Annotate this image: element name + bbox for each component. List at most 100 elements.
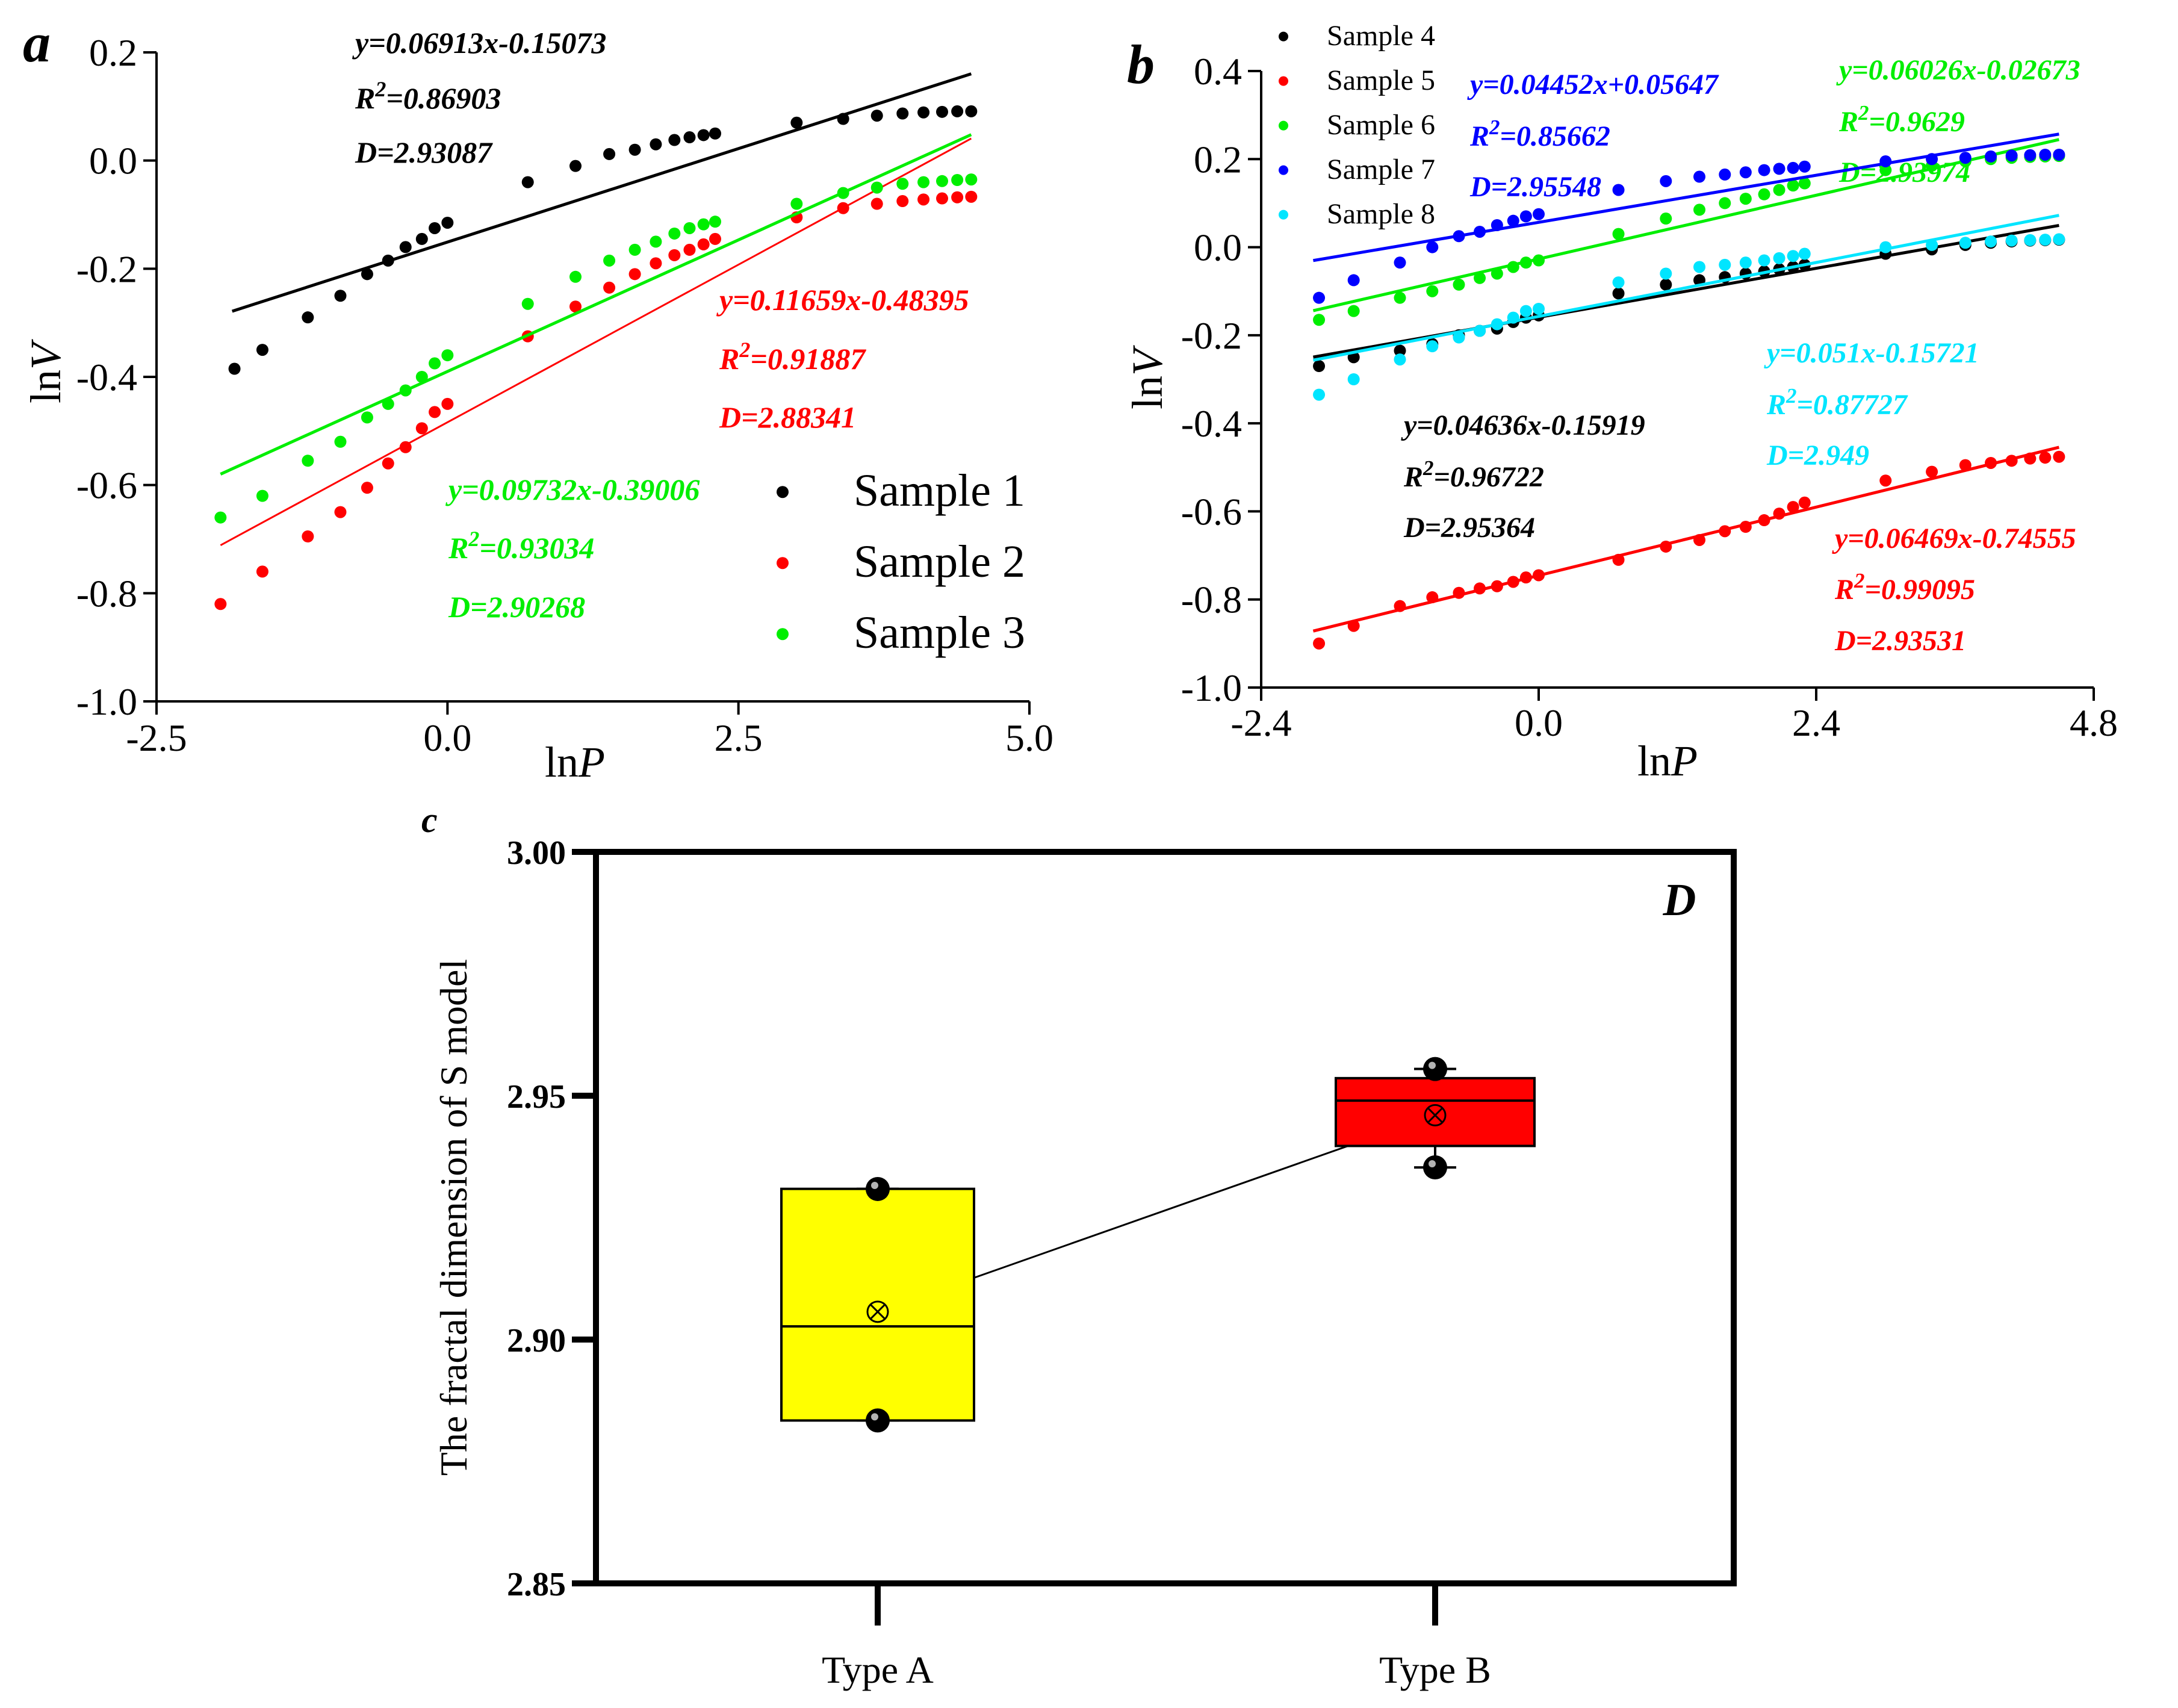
- b-series-3-point: [1426, 285, 1439, 297]
- b-series-2-point: [2005, 455, 2018, 467]
- a-series-2-point: [429, 406, 441, 418]
- b-series-4-point: [1798, 160, 1811, 173]
- a-series-3-point: [302, 455, 314, 467]
- b-series-5-point: [1985, 235, 1997, 248]
- b-series-3-point: [1612, 228, 1625, 240]
- a-series-2-point: [917, 193, 930, 206]
- b-series-3-point: [1313, 314, 1326, 326]
- b-series-2-point: [1507, 576, 1519, 588]
- b-series-2-point: [2053, 450, 2065, 463]
- c-y-axis-label: The fractal dimension of S model: [432, 959, 475, 1476]
- b-legend-marker-1: [1279, 31, 1288, 42]
- b-y-axis-label: lnV: [1123, 345, 1171, 409]
- b-series-5-point: [1453, 331, 1465, 344]
- panel-letter-b: b: [1127, 34, 1155, 95]
- a-series-2-point: [951, 191, 964, 203]
- b-y-tick-label: -0.2: [1181, 314, 1242, 357]
- b-series-4-point: [1453, 230, 1465, 243]
- a-series-1-point: [965, 105, 978, 117]
- b-r2-5: R2=0.87727: [1766, 384, 1908, 421]
- a-series-1-point: [650, 138, 662, 151]
- b-series-2-point: [1959, 459, 1972, 471]
- b-series-2-point: [1693, 533, 1705, 546]
- a-series-1-point: [569, 160, 582, 172]
- panel-a-scatter: -1.0 -0.8 -0.6 -0.4 -0.2 0.0 0.2 -2.5 0.0 2.5 5.0 l…: [22, 26, 1053, 786]
- a-y-tick-label: -0.8: [76, 572, 137, 615]
- b-series-5-point: [2053, 233, 2065, 246]
- b-series-3-point: [1693, 203, 1705, 216]
- a-y-tick-label: -0.6: [76, 464, 137, 507]
- b-series-3-point: [1474, 272, 1486, 284]
- b-series-2-point: [1719, 525, 1731, 538]
- b-y-tick-label: -1.0: [1181, 666, 1242, 709]
- b-series-5-point: [1693, 261, 1705, 273]
- a-series-1-point: [870, 110, 883, 122]
- b-series-2-point: [1394, 600, 1406, 612]
- c-plot-frame: [593, 849, 1737, 1586]
- a-fit-line-1: [231, 72, 972, 313]
- a-series-2-point: [697, 238, 710, 250]
- a-series-3-point: [415, 371, 428, 383]
- a-series-1-point: [628, 143, 641, 156]
- a-series-2-point: [837, 202, 849, 214]
- b-y-tick-label: -0.4: [1181, 402, 1242, 445]
- a-y-tick-label: -0.4: [76, 356, 137, 399]
- b-series-3-point: [1787, 179, 1799, 192]
- c-data-point-highlight: [871, 1181, 878, 1189]
- a-series-2-point: [683, 243, 696, 256]
- b-y-tick-label: -0.8: [1181, 579, 1242, 621]
- c-x-tick-label: Type B: [1379, 1648, 1491, 1691]
- c-data-point: [866, 1176, 890, 1201]
- c-y-tick-label: 3.00: [507, 834, 566, 872]
- a-series-3-point: [668, 227, 681, 240]
- b-series-5-point: [1926, 238, 1938, 251]
- b-series-4-point: [1879, 155, 1892, 167]
- c-mean-marker: [1424, 1104, 1447, 1126]
- a-x-axis-label: lnP: [545, 738, 605, 786]
- a-series-1-point: [790, 116, 803, 129]
- a-legend-label-2: Sample 2: [854, 536, 1025, 587]
- b-series-2-point: [1313, 637, 1326, 650]
- panel-c-boxplot: 2.85 2.90 2.95 3.00 Type A Type B The fractal …: [432, 834, 1737, 1691]
- a-series-2-point: [399, 441, 412, 453]
- b-series-4-point: [1959, 152, 1972, 164]
- b-series-4-point: [1693, 170, 1705, 183]
- a-series-2-point: [382, 457, 394, 470]
- b-x-tick-label: 2.4: [1792, 701, 1840, 744]
- b-legend-label-5: Sample 8: [1327, 198, 1435, 230]
- a-series-3-point: [709, 216, 721, 228]
- a-series-1-point: [603, 148, 616, 160]
- b-d-value-5: D=2.949: [1766, 439, 1869, 471]
- a-series-3-point: [936, 175, 948, 187]
- a-legend-label-1: Sample 1: [854, 465, 1025, 516]
- b-series-3-point: [1739, 193, 1752, 205]
- a-series-1-point: [896, 107, 909, 120]
- a-series-2-point: [896, 195, 909, 208]
- b-series-4-point: [1533, 208, 1545, 220]
- a-equation-2: y=0.11659x-0.48395: [716, 283, 969, 317]
- b-series-4-point: [1787, 161, 1799, 174]
- c-data-point: [1423, 1057, 1447, 1081]
- b-equation-3: y=0.06026x-0.02673: [1836, 54, 2080, 86]
- a-x-tick-label: -2.5: [126, 716, 187, 759]
- b-series-2-point: [2039, 452, 2052, 464]
- b-series-2-point: [1491, 580, 1503, 592]
- b-d-value-3: D=2.93974: [1838, 157, 1970, 188]
- b-series-3-point: [1533, 254, 1545, 267]
- a-series-3-point: [951, 174, 964, 187]
- b-series-2-point: [1985, 456, 1997, 469]
- a-series-1-point: [521, 176, 534, 188]
- a-series-3-point: [334, 435, 347, 448]
- b-series-5-point: [1879, 241, 1892, 253]
- a-series-1-point: [837, 113, 849, 125]
- b-fit-line-2: [1312, 446, 2059, 633]
- b-series-2-point: [1660, 540, 1672, 553]
- c-box-2: [1335, 1076, 1536, 1147]
- c-data-point: [866, 1408, 890, 1433]
- c-box-1: [780, 1187, 975, 1422]
- b-series-2-point: [1347, 620, 1360, 632]
- b-series-4-point: [1985, 150, 1997, 163]
- b-series-5-point: [1426, 340, 1439, 353]
- b-series-5-point: [1758, 254, 1770, 267]
